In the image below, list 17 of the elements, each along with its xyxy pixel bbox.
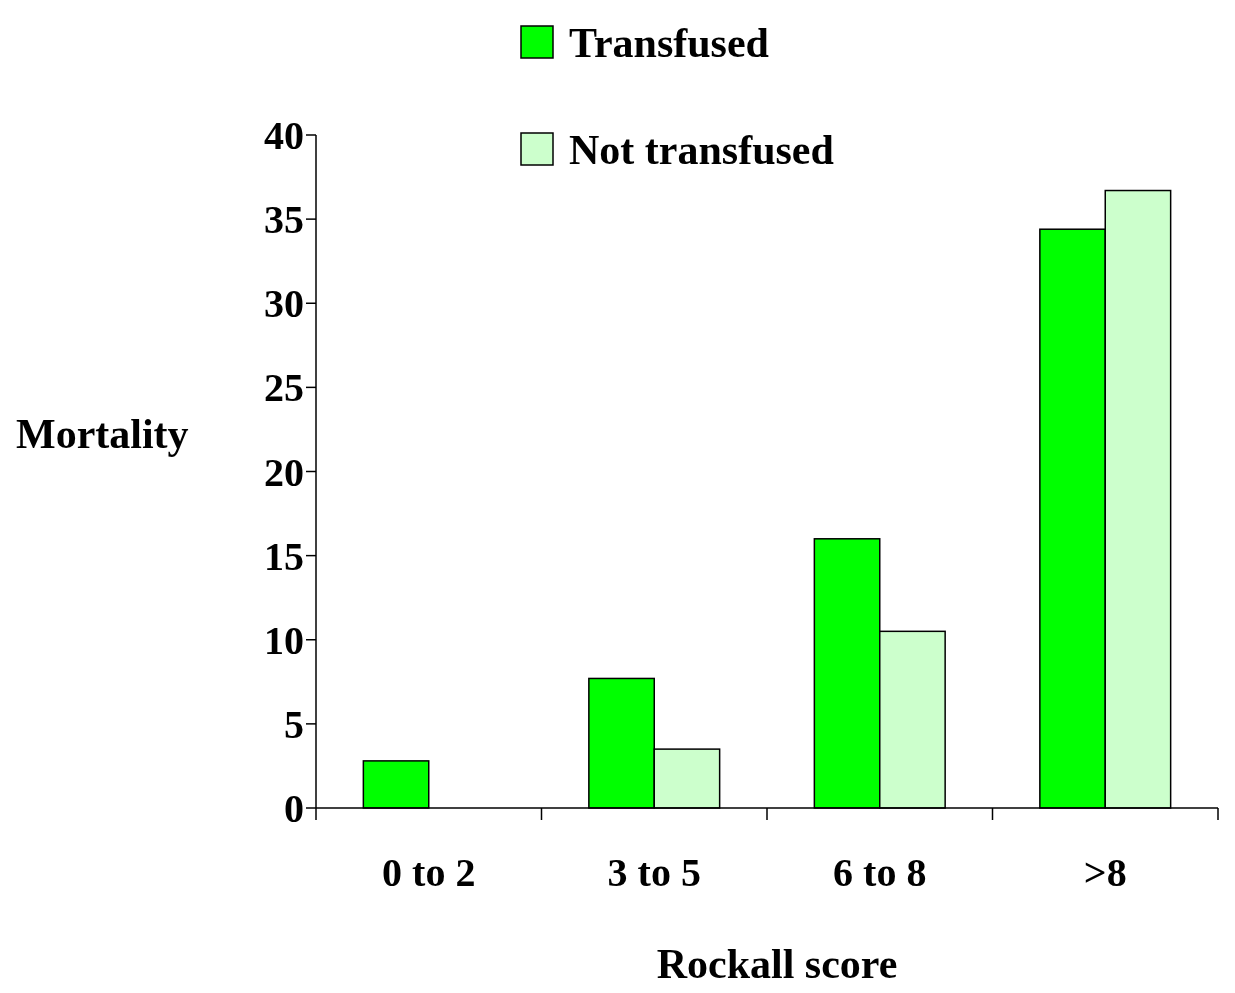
y-tick-label: 35 <box>264 197 304 243</box>
x-tick-label: >8 <box>1083 850 1127 895</box>
y-tick-label: 30 <box>264 281 304 327</box>
y-tick-label: 10 <box>264 617 304 663</box>
x-tick-label: 6 to 8 <box>833 850 927 895</box>
y-tick-label: 40 <box>264 113 304 158</box>
legend-label: Transfused <box>569 20 769 66</box>
y-axis-title: Mortality <box>16 411 189 457</box>
y-tick-label: 5 <box>284 701 304 747</box>
x-axis-title: Rockall score <box>656 941 898 987</box>
y-tick-label: 0 <box>284 786 304 831</box>
y-tick-label: 20 <box>264 449 304 495</box>
x-tick-label: 0 to 2 <box>382 850 476 895</box>
legend-label: Not transfused <box>569 127 834 173</box>
x-tick-label: 3 to 5 <box>607 850 701 895</box>
y-tick-label: 25 <box>264 365 304 411</box>
y-tick-label: 15 <box>264 533 304 579</box>
